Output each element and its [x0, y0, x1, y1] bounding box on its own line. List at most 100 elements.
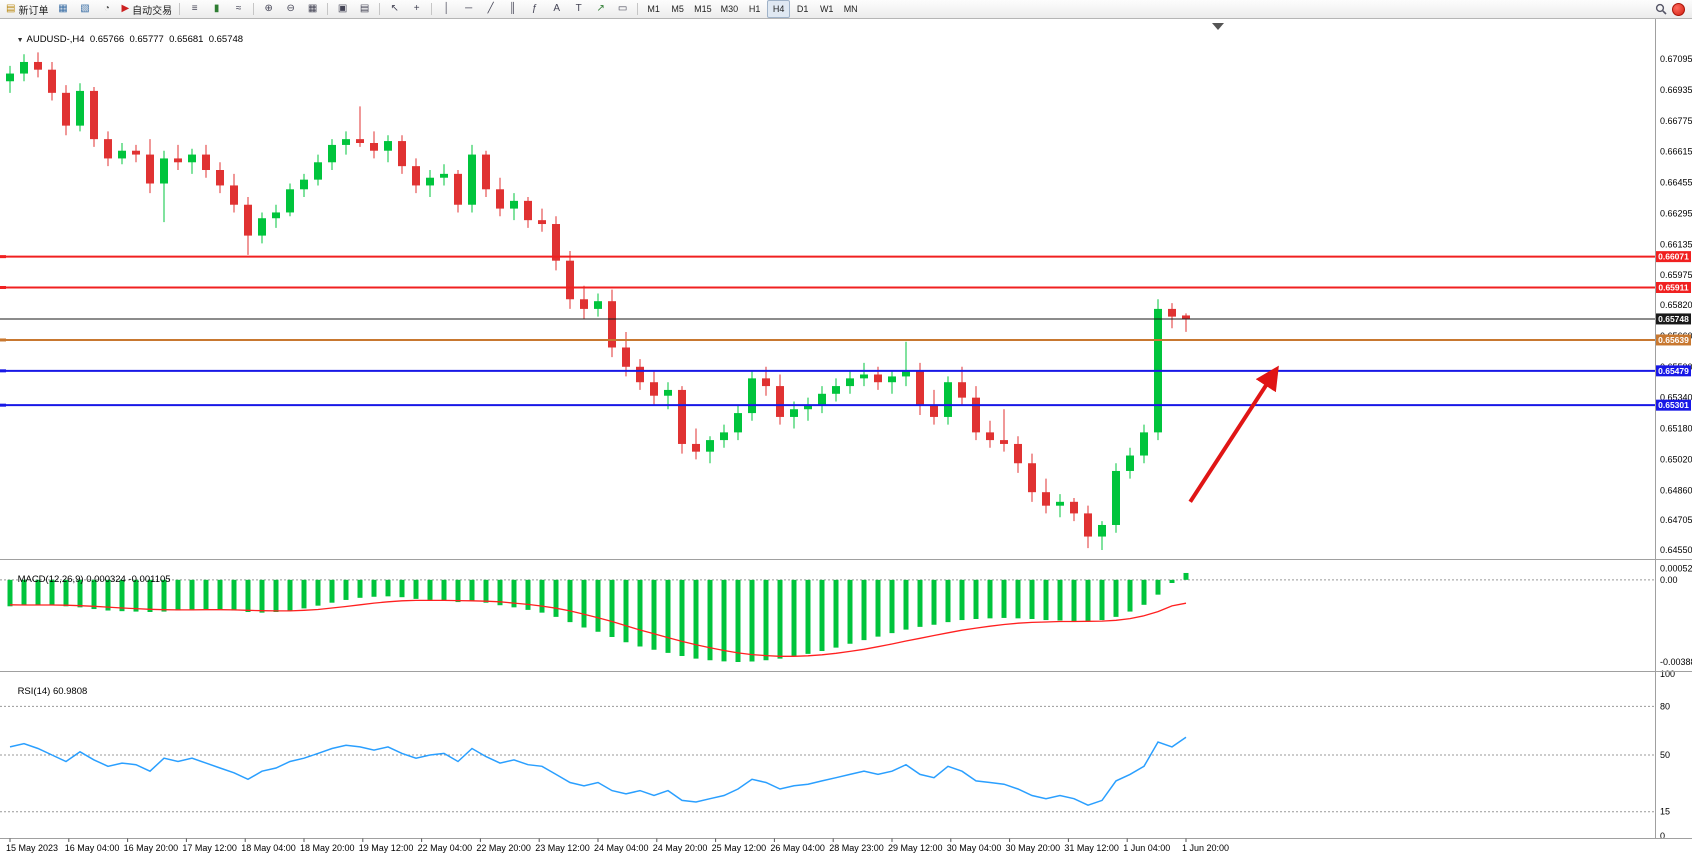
candle-body — [860, 374, 868, 379]
candle-body — [790, 409, 798, 417]
charts-icon[interactable]: ▦ — [52, 0, 73, 18]
candle-body — [734, 413, 742, 433]
candle-body — [874, 374, 882, 383]
time-label: 30 May 20:00 — [1006, 843, 1061, 853]
candlesticks-icon[interactable]: ▮ — [206, 0, 227, 18]
trendline-icon[interactable]: ╱ — [480, 0, 501, 18]
text-icon[interactable]: A — [546, 0, 567, 18]
candle-body — [972, 397, 980, 433]
chart-shift-marker[interactable] — [1212, 23, 1224, 30]
candle-body — [398, 141, 406, 167]
candle-body — [356, 139, 364, 143]
timeframe-d1[interactable]: D1 — [796, 4, 809, 14]
price-tick-label: 0.65820 — [1660, 300, 1692, 310]
crosshair-icon[interactable]: + — [406, 0, 427, 18]
candle-body — [636, 366, 644, 383]
price-tick-label: 0.65020 — [1660, 454, 1692, 464]
time-label: 23 May 12:00 — [535, 843, 590, 853]
channel-icon[interactable]: ║ — [502, 0, 523, 18]
trend-arrow-annotation[interactable] — [1188, 365, 1279, 503]
price-tick-label: 0.64550 — [1660, 545, 1692, 555]
price-tick-label: 0.66295 — [1660, 208, 1692, 218]
zoom-out-icon[interactable]: ⊖ — [280, 0, 301, 18]
chart-canvas[interactable]: 0.67095 0.66935 0.66775 0.66615 0.66455 0.662… — [0, 19, 1692, 860]
candle-body — [552, 224, 560, 261]
bars-icon[interactable]: ≡ — [184, 0, 205, 18]
rsi-tick-label: 80 — [1660, 701, 1670, 711]
new-order-button-label: 新订单 — [18, 5, 49, 17]
alerts-icon-glyph: ◔ — [103, 3, 110, 14]
notification-badge[interactable] — [1672, 2, 1685, 16]
fibonacci-icon[interactable]: ƒ — [524, 0, 545, 18]
auto-trading-button[interactable]: ▶ 自动交易 — [118, 0, 175, 18]
arrow-tool-icon-glyph: ↗ — [596, 3, 605, 14]
grid-icon[interactable]: ▦ — [302, 0, 323, 18]
arrow-tool-icon[interactable]: ↗ — [590, 0, 611, 18]
time-label: 28 May 23:00 — [829, 843, 884, 853]
collapse-triangle-icon[interactable]: ▼ — [16, 37, 24, 44]
time-label: 26 May 04:00 — [770, 843, 825, 853]
new-chart-icon[interactable]: ▣ — [332, 0, 353, 18]
line-left-marker — [0, 369, 6, 373]
price-level-label: 0.66071 — [1658, 252, 1689, 262]
candle-body — [174, 158, 182, 163]
candle-body — [1056, 501, 1064, 506]
price-level-label-box — [1656, 334, 1691, 346]
candle-body — [510, 200, 518, 209]
candle-body — [748, 378, 756, 414]
candle-body — [426, 177, 434, 186]
profile-icon[interactable]: ▧ — [74, 0, 95, 18]
candle-body — [1126, 455, 1134, 471]
auto-trading-button-glyph: ▶ — [121, 3, 130, 14]
candle-body — [916, 370, 924, 406]
label-icon[interactable]: T — [568, 0, 589, 18]
price-tick-label: 0.67095 — [1660, 54, 1692, 64]
price-tick-label: 0.66135 — [1660, 239, 1692, 249]
candle-body — [468, 154, 476, 205]
alerts-icon[interactable]: ◔ — [96, 0, 117, 18]
rsi-tick-label: 15 — [1660, 807, 1670, 817]
price-tick-label: 0.66775 — [1660, 116, 1692, 126]
timeframe-m30[interactable]: M30 — [720, 4, 739, 14]
timeframe-h4[interactable]: H4 — [767, 0, 791, 18]
rsi-indicator-name: RSI(14) — [17, 686, 51, 697]
timeframe-w1[interactable]: W1 — [819, 4, 834, 14]
toolbar-groups: ▤ 新订单 ▦ ▧ ◔ ▶ 自动交易 ≡ ▮ ≈ ⊕ ⊖ ▦ ▣ ▤ ↖ + │ ─ ╱ ║ ƒ A T ↗ ▭ M1 M5 M15 M3… — [3, 0, 862, 18]
horizontal-line-icon[interactable]: ─ — [458, 0, 479, 18]
price-level-label-box — [1656, 399, 1691, 411]
rsi-tick-label: 0 — [1660, 831, 1665, 841]
candle-body — [412, 166, 420, 186]
search-icon[interactable] — [1655, 3, 1667, 15]
timeframe-m15[interactable]: M15 — [694, 4, 712, 14]
vertical-line-icon[interactable]: │ — [436, 0, 457, 18]
candle-body — [482, 154, 490, 190]
new-order-button[interactable]: ▤ 新订单 — [3, 0, 51, 18]
time-label: 30 May 04:00 — [947, 843, 1002, 853]
timeframe-m5[interactable]: M5 — [671, 4, 684, 14]
candle-body — [538, 220, 546, 225]
candle-body — [6, 73, 14, 82]
shapes-icon[interactable]: ▭ — [612, 0, 633, 18]
toolbar-separator — [637, 3, 639, 15]
line-chart-icon[interactable]: ≈ — [228, 0, 249, 18]
time-label: 22 May 04:00 — [418, 843, 473, 853]
timeframe-m1[interactable]: M1 — [647, 4, 660, 14]
candle-body — [76, 90, 84, 126]
candle-body — [958, 382, 966, 398]
candle-body — [1014, 443, 1022, 464]
time-label: 29 May 12:00 — [888, 843, 943, 853]
timeframe-h1[interactable]: H1 — [748, 4, 761, 14]
candle-body — [650, 382, 658, 396]
time-label: 15 May 2023 — [6, 843, 58, 853]
candle-body — [832, 386, 840, 394]
candle-body — [678, 389, 686, 444]
candle-body — [300, 179, 308, 190]
timeframe-mn[interactable]: MN — [843, 4, 858, 14]
candle-body — [440, 173, 448, 178]
tile-windows-icon[interactable]: ▤ — [354, 0, 375, 18]
zoom-in-icon[interactable]: ⊕ — [258, 0, 279, 18]
symbol-header: ▼ AUDUSD-,H4 0.65766 0.65777 0.65681 0.65… — [6, 23, 243, 56]
rsi-tick-label: 50 — [1660, 750, 1670, 760]
candle-body — [90, 90, 98, 140]
cursor-icon[interactable]: ↖ — [384, 0, 405, 18]
